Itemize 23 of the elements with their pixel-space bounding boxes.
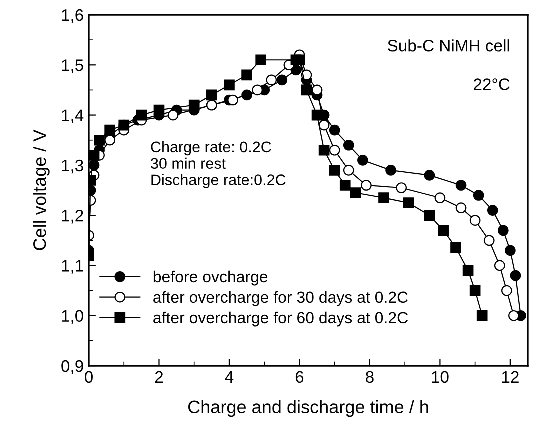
x-tick-label: 6	[296, 371, 304, 384]
y-tick-label: 1,0	[62, 310, 84, 324]
x-tick-label: 2	[155, 371, 164, 383]
y-tick-label: 1,1	[62, 260, 84, 274]
legend-label: after overcharge for 60 days at 0.2C	[154, 312, 408, 327]
y-tick-label: 1,5	[62, 60, 84, 74]
annotation: 22°C	[474, 78, 510, 90]
y-tick-label: 1,6	[62, 9, 84, 24]
y-tick-label: 1,3	[62, 160, 84, 174]
x-axis-title: Charge and discharge time / h	[188, 400, 428, 418]
x-tick-label: 0	[85, 371, 93, 384]
legend-label: after overcharge for 30 days at 0.2C	[154, 291, 408, 306]
y-tick-label: 1,2	[62, 210, 84, 224]
y-tick-label: 0,9	[62, 360, 84, 374]
x-tick-label: 10	[432, 371, 449, 384]
y-tick-label: 1,4	[62, 110, 84, 124]
annotation: Charge rate: 0.2C 30 min rest Discharge rate:0.2C	[151, 141, 286, 189]
x-tick-label: 4	[225, 371, 234, 383]
x-tick-label: 12	[502, 371, 519, 383]
x-tick-label: 8	[366, 371, 374, 384]
legend-label: before ovcharge	[154, 270, 268, 286]
y-axis-title: Cell voltage / V	[33, 130, 50, 250]
annotation: Sub-C NiMH cell	[388, 40, 510, 52]
